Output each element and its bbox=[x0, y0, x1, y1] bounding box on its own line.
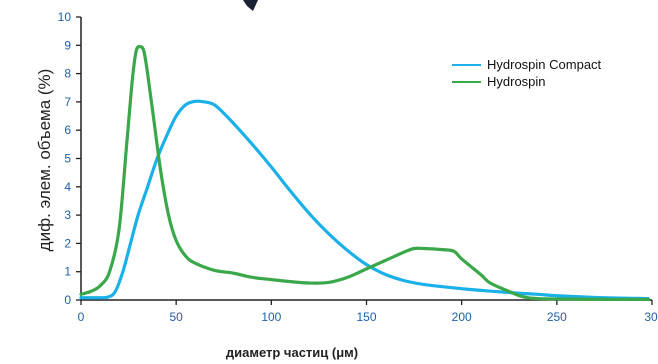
series-line-hydrospin bbox=[79, 45, 650, 302]
x-axis-title: диаметр частиц (μм) bbox=[226, 345, 358, 360]
y-axis-title: диф. элем. объема (%) bbox=[35, 69, 54, 252]
legend: Hydrospin Compact Hydrospin bbox=[452, 57, 602, 89]
series-layer bbox=[79, 45, 650, 302]
x-tick-label: 50 bbox=[169, 310, 183, 324]
y-tick-label: 6 bbox=[64, 123, 71, 137]
y-axis-ticks: 0 1 2 3 4 5 6 7 8 9 10 bbox=[58, 10, 81, 307]
y-tick-label: 10 bbox=[58, 10, 72, 24]
y-tick-label: 3 bbox=[64, 208, 71, 222]
y-tick-label: 1 bbox=[64, 265, 71, 279]
y-tick-label: 2 bbox=[64, 236, 71, 250]
series-line-hydrospin-compact bbox=[79, 99, 650, 301]
top-mark bbox=[243, 0, 258, 11]
legend-label-hydrospin: Hydrospin bbox=[487, 74, 546, 89]
x-tick-label: 0 bbox=[78, 310, 85, 324]
y-tick-label: 0 bbox=[64, 293, 71, 307]
y-tick-label: 5 bbox=[64, 152, 71, 166]
x-tick-label: 150 bbox=[356, 310, 376, 324]
y-tick-label: 7 bbox=[64, 95, 71, 109]
x-tick-label: 200 bbox=[452, 310, 472, 324]
x-tick-label: 250 bbox=[547, 310, 567, 324]
legend-label-hydrospin-compact: Hydrospin Compact bbox=[487, 57, 602, 72]
x-axis-ticks: 0 50 100 150 200 250 30 bbox=[78, 300, 658, 324]
y-tick-label: 4 bbox=[64, 180, 71, 194]
y-tick-label: 8 bbox=[64, 67, 71, 81]
x-tick-label: 100 bbox=[261, 310, 281, 324]
y-tick-label: 9 bbox=[64, 38, 71, 52]
x-tick-label: 30 bbox=[644, 310, 658, 324]
